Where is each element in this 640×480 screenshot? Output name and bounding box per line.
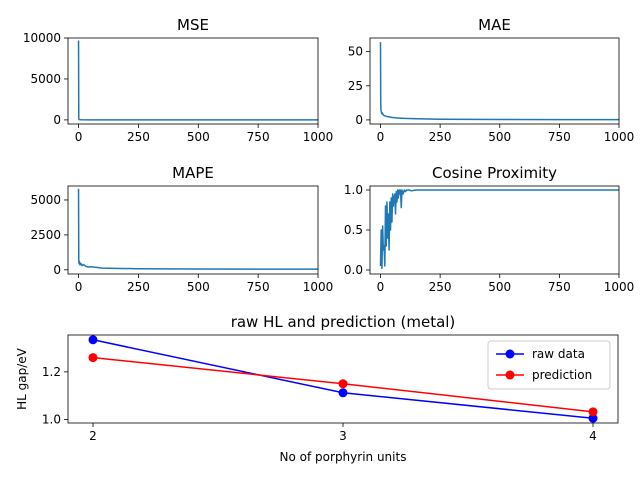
x-tick-label: 500 [187,130,210,144]
legend-box [487,340,611,390]
y-axis-label: HL gap/eV [15,347,29,410]
chart-title: MSE [177,16,209,34]
legend-label: raw data [532,347,585,361]
legend-marker [505,370,515,380]
y-tick-label: 50 [348,45,363,59]
axes-frame [369,185,620,275]
x-tick-label: 4 [589,429,597,443]
series-line [77,188,318,270]
y-tick-label: 0 [355,113,363,127]
chart-title: Cosine Proximity [432,164,557,182]
x-tick-label: 500 [488,280,511,294]
x-tick-label: 1000 [604,130,635,144]
legend-marker [505,349,515,359]
data-point [338,388,348,398]
y-tick-label: 0.0 [344,263,363,277]
y-tick-label: 5000 [30,72,61,86]
x-tick-label: 750 [247,280,270,294]
y-tick-label: 25 [348,79,363,93]
x-axis-label: No of porphyrin units [280,450,407,464]
chart-title: MAPE [172,164,214,182]
x-tick-label: 250 [429,280,452,294]
axes-frame [67,37,319,125]
x-tick-label: 0 [377,280,385,294]
x-tick-label: 1000 [303,130,334,144]
x-tick-label: 500 [187,280,210,294]
y-tick-label: 1.0 [344,183,363,197]
x-tick-label: 750 [247,130,270,144]
x-tick-label: 1000 [303,280,334,294]
x-tick-label: 750 [548,130,571,144]
data-point [88,335,98,345]
chart-2: MAPE 0 250 500 750 1000 0 2500 5000 [30,164,333,294]
x-tick-label: 250 [429,130,452,144]
x-tick-label: 750 [548,280,571,294]
x-tick-label: 3 [339,429,347,443]
chart-1: MAE 0 250 500 750 1000 0 25 50 [348,16,635,144]
series-line [379,189,619,270]
data-point [88,353,98,363]
x-tick-label: 0 [75,130,83,144]
x-tick-label: 0 [377,130,385,144]
chart-4: raw HL and prediction (metal) 2 3 4 1.0 1.2 No… [15,313,619,464]
x-tick-label: 250 [127,130,150,144]
chart-title: raw HL and prediction (metal) [231,313,456,331]
legend: raw data prediction [487,340,611,390]
x-tick-label: 1000 [604,280,635,294]
axes-frame [369,37,620,125]
y-tick-label: 0.5 [344,223,363,237]
data-point [588,407,598,417]
data-point [338,379,348,389]
data-point [588,413,598,423]
series-line [379,42,619,121]
y-tick-label: 0 [53,263,61,277]
y-tick-label: 1.0 [42,412,61,426]
y-tick-label: 0 [53,113,61,127]
legend-label: prediction [532,368,592,382]
y-tick-label: 5000 [30,193,61,207]
x-tick-label: 2 [89,429,97,443]
x-tick-label: 500 [488,130,511,144]
x-tick-label: 250 [127,280,150,294]
series-line [77,40,318,121]
chart-3: Cosine Proximity 0 250 500 750 1000 0.0 0.5 1.0 [344,164,634,294]
y-tick-label: 1.2 [42,365,61,379]
x-tick-label: 0 [75,280,83,294]
y-tick-label: 10000 [23,31,61,45]
y-tick-label: 2500 [30,228,61,242]
axes-frame [67,185,319,275]
chart-title: MAE [478,16,511,34]
